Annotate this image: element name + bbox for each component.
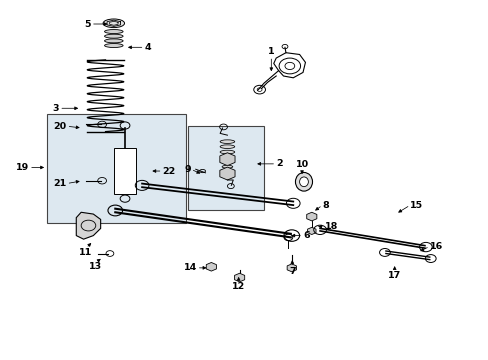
Text: 20: 20 [53, 122, 66, 131]
Text: 2: 2 [276, 159, 282, 168]
Text: 7: 7 [288, 267, 295, 276]
Text: 1: 1 [267, 47, 274, 56]
Text: 21: 21 [53, 179, 66, 188]
Ellipse shape [220, 140, 234, 143]
Ellipse shape [299, 177, 308, 186]
Text: 17: 17 [387, 271, 401, 280]
Ellipse shape [295, 172, 312, 191]
Text: 9: 9 [184, 165, 190, 174]
Text: 3: 3 [53, 104, 59, 113]
Bar [188, 126, 264, 211]
Text: 8: 8 [322, 201, 328, 210]
Text: 11: 11 [79, 248, 92, 257]
Text: 12: 12 [231, 282, 245, 291]
Text: 16: 16 [429, 242, 442, 251]
Text: 19: 19 [16, 163, 29, 172]
Ellipse shape [104, 34, 123, 38]
Text: 13: 13 [89, 262, 102, 271]
Text: 18: 18 [325, 222, 338, 231]
Text: 15: 15 [409, 201, 423, 210]
Ellipse shape [222, 165, 232, 168]
Text: 5: 5 [84, 19, 91, 28]
Bar [114, 148, 136, 194]
Text: 10: 10 [295, 160, 308, 169]
Ellipse shape [220, 145, 234, 148]
Text: 6: 6 [303, 231, 309, 240]
Ellipse shape [103, 19, 124, 28]
Ellipse shape [104, 39, 123, 43]
Text: 14: 14 [183, 264, 196, 273]
Ellipse shape [104, 44, 123, 48]
Ellipse shape [104, 30, 123, 33]
Bar [47, 114, 185, 223]
Text: 22: 22 [162, 167, 176, 176]
Ellipse shape [220, 150, 234, 154]
Polygon shape [76, 212, 101, 239]
Text: 4: 4 [144, 43, 151, 52]
